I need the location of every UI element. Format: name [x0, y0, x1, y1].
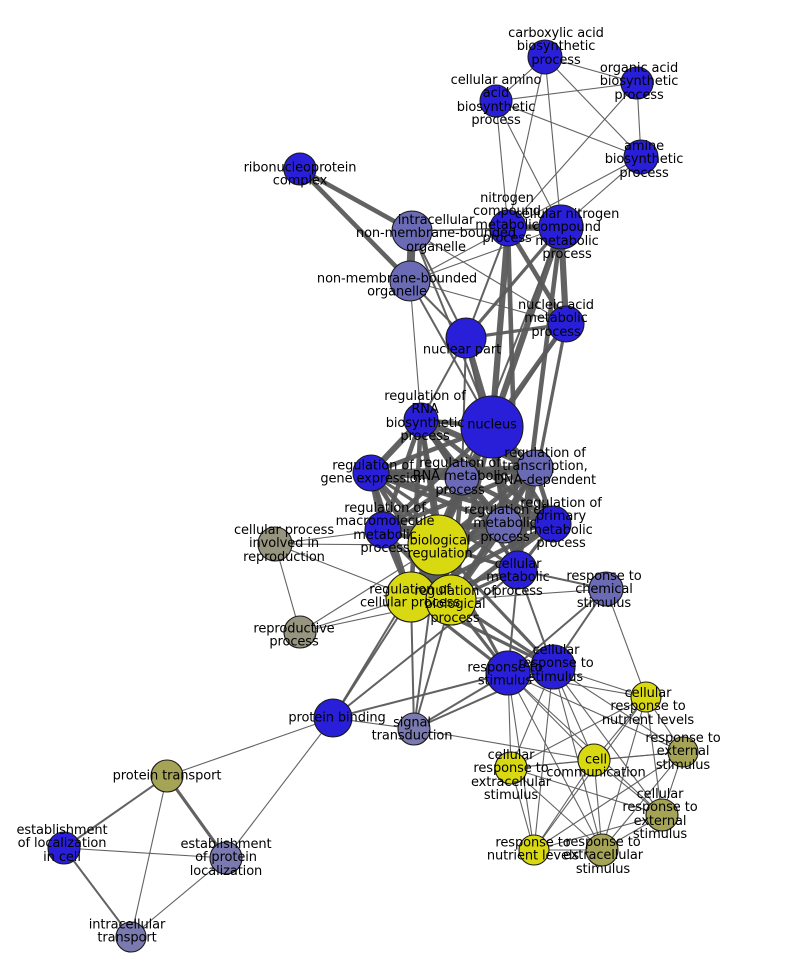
network-edge — [495, 82, 638, 102]
network-node[interactable] — [397, 712, 431, 746]
network-node[interactable] — [283, 152, 317, 186]
network-node[interactable] — [479, 84, 513, 118]
network-node[interactable] — [460, 395, 524, 459]
network-node[interactable] — [313, 698, 353, 738]
network-edge — [507, 672, 603, 851]
network-edge — [489, 225, 564, 429]
network-node[interactable] — [407, 514, 469, 576]
network-node[interactable] — [667, 736, 699, 768]
network-node[interactable] — [150, 759, 184, 793]
network-edge — [495, 100, 642, 158]
network-edge — [507, 56, 546, 229]
network-edge — [166, 717, 334, 777]
network-edge — [605, 588, 647, 698]
network-edge — [409, 280, 422, 421]
network-node[interactable] — [623, 139, 659, 175]
network-edge — [507, 672, 663, 816]
network-edge — [495, 100, 509, 229]
network-node[interactable] — [645, 798, 679, 832]
network-edge — [515, 226, 564, 571]
network-node[interactable] — [530, 644, 576, 690]
network-node[interactable] — [257, 526, 293, 562]
network-node[interactable] — [47, 831, 81, 865]
network-edge — [409, 226, 562, 282]
network-edge — [63, 775, 168, 849]
network-edge — [506, 226, 568, 326]
network-edge — [63, 847, 227, 859]
network-edge — [464, 225, 563, 340]
network-edge — [507, 82, 638, 229]
network-edge — [130, 775, 168, 938]
network-node[interactable] — [425, 574, 477, 626]
network-edge — [63, 847, 132, 938]
network-node[interactable] — [585, 833, 619, 867]
network-edge — [533, 759, 595, 851]
network-node[interactable] — [620, 66, 654, 100]
network-edge — [544, 56, 562, 228]
network-edge — [225, 717, 334, 859]
network-node[interactable] — [115, 921, 147, 953]
network-edge — [533, 666, 554, 851]
network-edge — [507, 672, 684, 753]
network-edge — [533, 751, 684, 851]
network-node[interactable] — [527, 39, 563, 75]
network-edge — [510, 767, 603, 851]
network-node[interactable] — [445, 317, 487, 359]
network-edge — [332, 569, 519, 719]
network-node[interactable] — [494, 751, 528, 785]
network-edge — [411, 226, 562, 232]
network-edge — [645, 696, 663, 816]
network-node[interactable] — [516, 449, 554, 487]
network-edge — [510, 767, 663, 816]
network-edge — [601, 696, 647, 851]
network-edge — [411, 230, 567, 325]
network-node[interactable] — [389, 260, 431, 302]
network-node[interactable] — [485, 506, 523, 544]
network-edge — [413, 544, 439, 730]
network-node[interactable] — [283, 615, 317, 649]
network-node[interactable] — [538, 204, 584, 250]
network-node[interactable] — [444, 460, 480, 496]
network-edge — [298, 167, 412, 283]
network-edge — [298, 166, 414, 234]
network-edge — [409, 280, 567, 325]
network-node[interactable] — [364, 511, 402, 549]
network-edge — [544, 56, 642, 158]
network-node[interactable] — [518, 834, 550, 866]
network-node[interactable] — [630, 681, 662, 713]
network-edge — [413, 728, 595, 761]
network-edge — [370, 470, 505, 528]
network-node[interactable] — [352, 454, 390, 492]
edge-layer — [63, 56, 684, 938]
network-node[interactable] — [588, 571, 624, 607]
network-node[interactable] — [391, 210, 433, 252]
network-node[interactable] — [547, 305, 585, 343]
network-node[interactable] — [209, 841, 243, 875]
network-node[interactable] — [485, 650, 531, 696]
network-node[interactable] — [534, 505, 572, 543]
network-edge — [507, 156, 642, 229]
network-edge — [601, 751, 684, 851]
network-edge — [332, 672, 509, 719]
network-node[interactable] — [577, 743, 611, 777]
network-edge — [533, 814, 663, 851]
network-edge — [510, 696, 647, 769]
network-edge — [552, 666, 684, 753]
network-edge — [552, 666, 663, 816]
network-node[interactable] — [403, 402, 439, 438]
network-edge — [450, 588, 607, 601]
network-edge — [552, 666, 603, 851]
node-layer — [47, 39, 699, 953]
network-node[interactable] — [489, 209, 527, 247]
network-node[interactable] — [498, 550, 538, 590]
network-edge — [130, 857, 227, 938]
network-edge — [165, 775, 228, 859]
